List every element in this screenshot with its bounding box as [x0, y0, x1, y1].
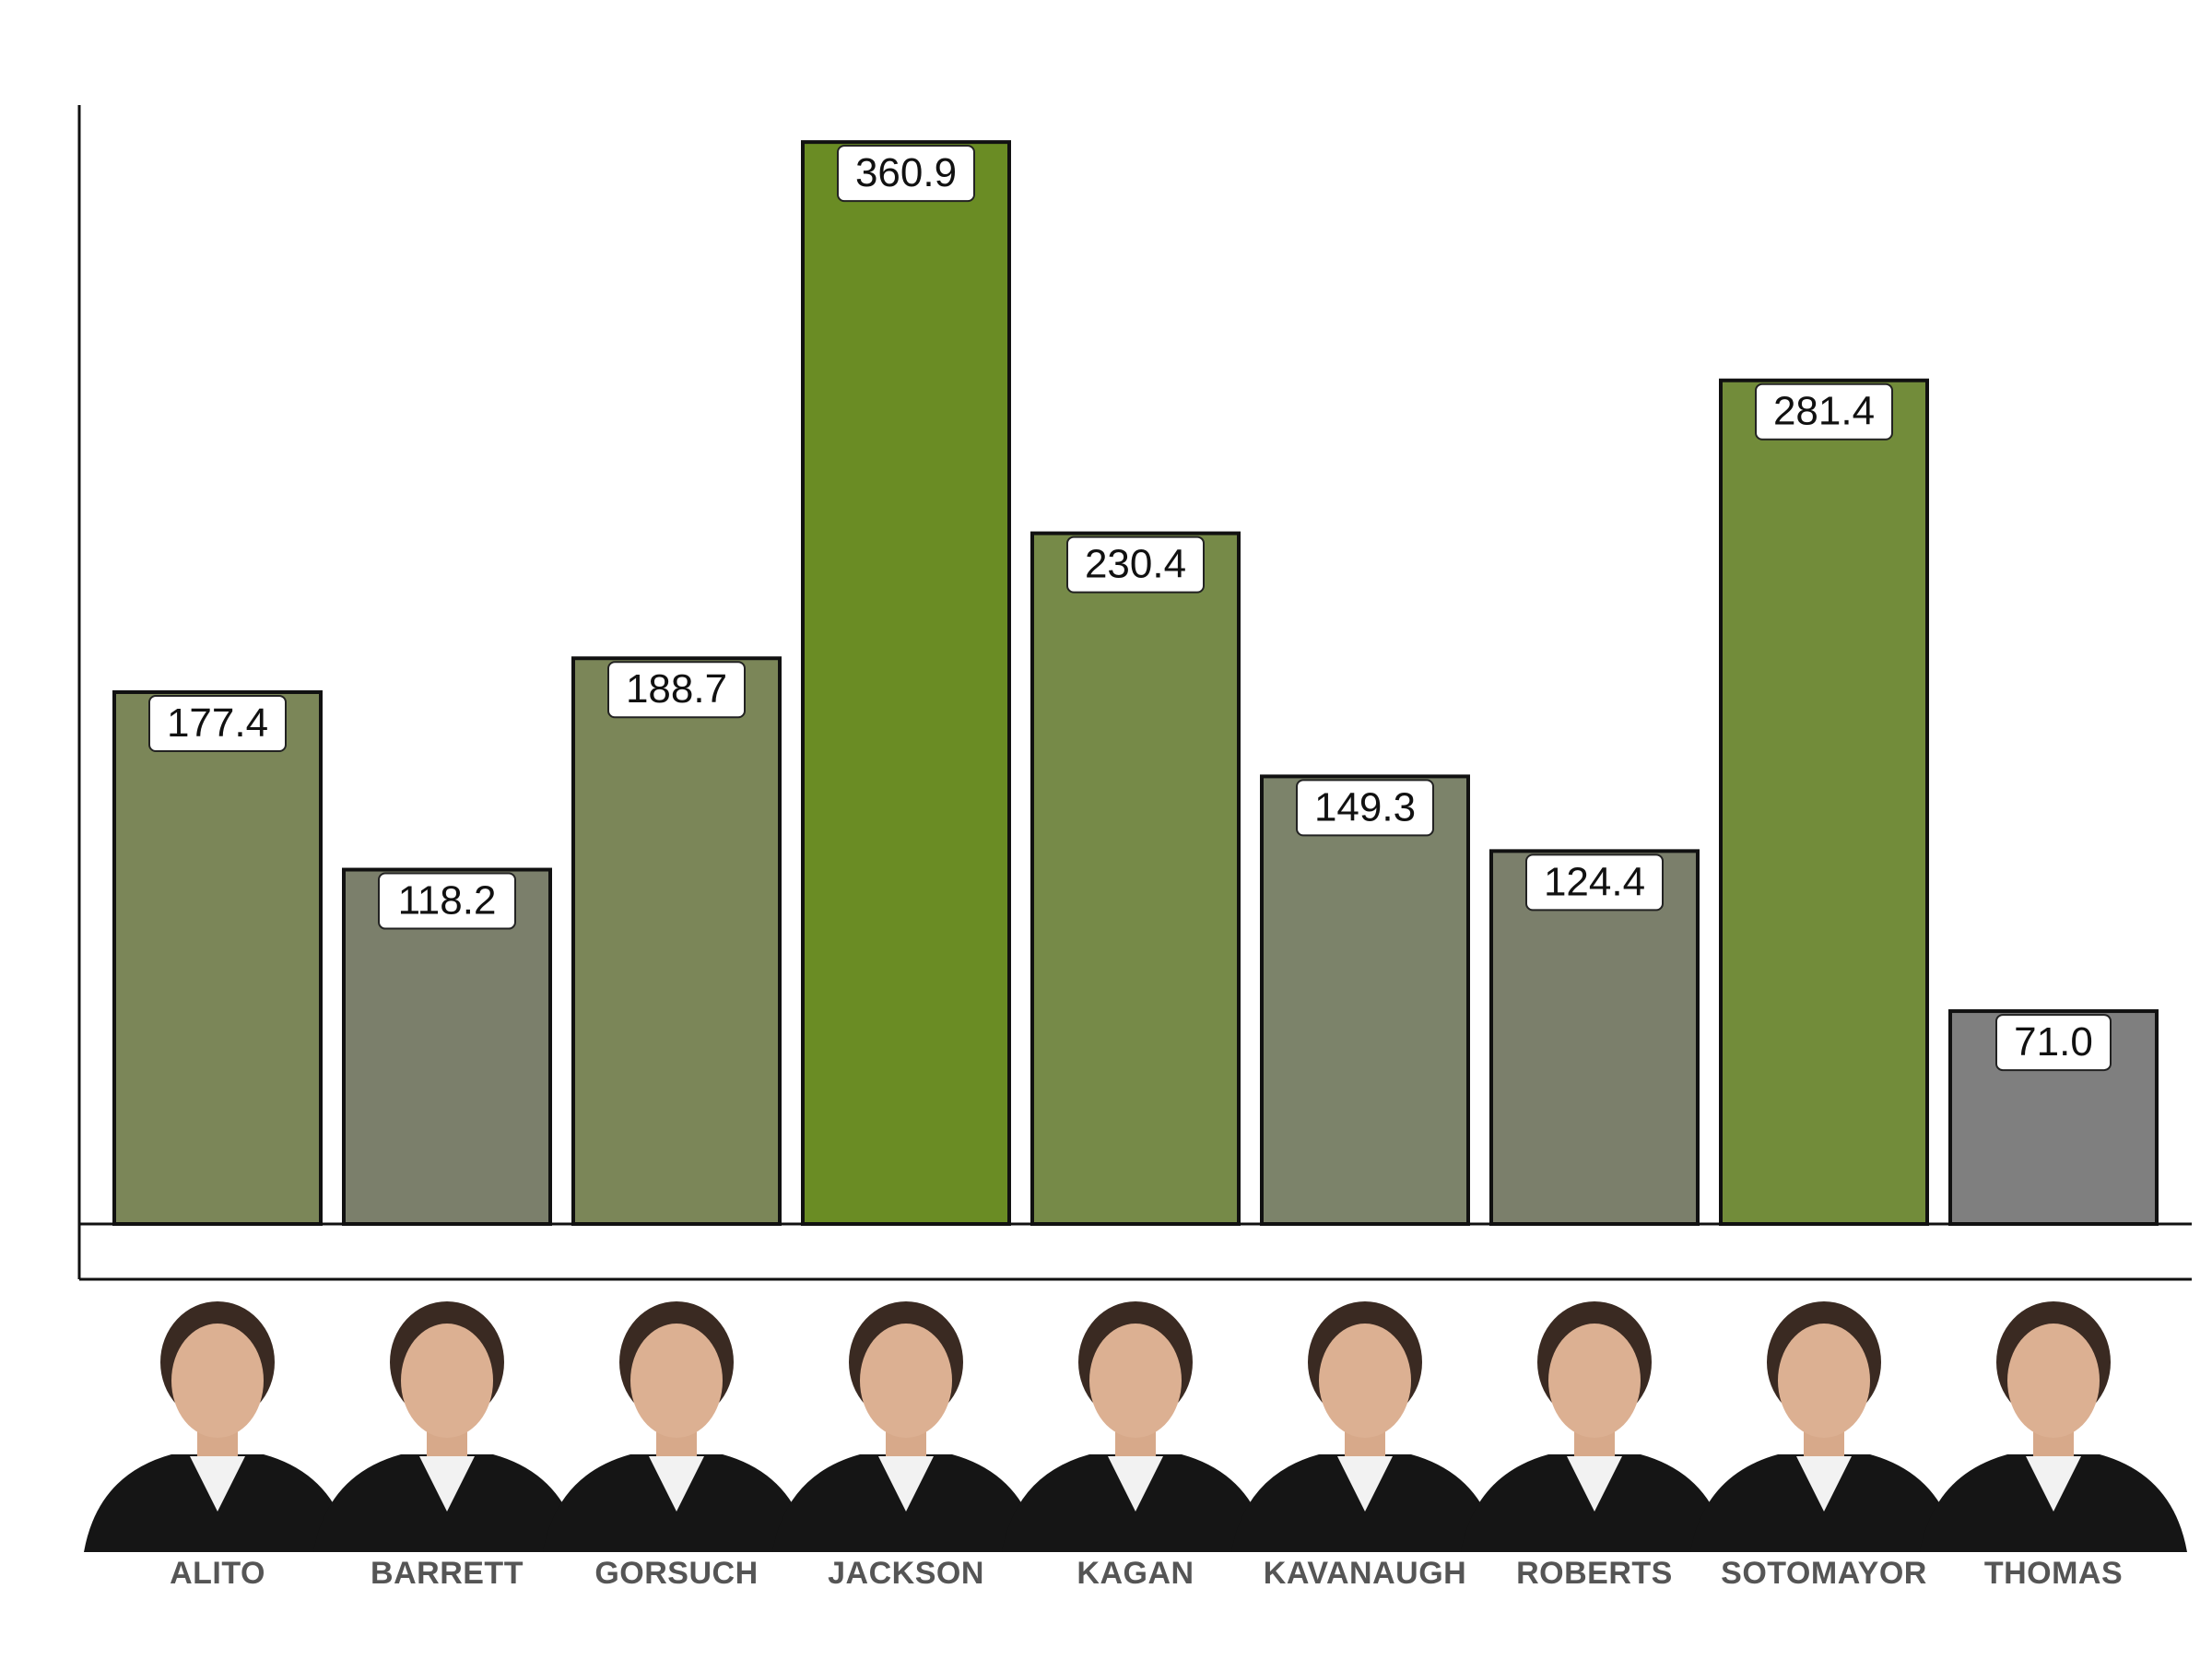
- value-labels-layer: 177.4 118.2 188.7 360.9 230.4 149.3 124.4 281.4…: [148, 145, 2112, 1072]
- bar-roberts: [1489, 849, 1700, 1226]
- bar-kavanaugh: [1260, 774, 1470, 1226]
- collar-kavanaugh: [1337, 1456, 1393, 1512]
- face-thomas: [2007, 1324, 2100, 1438]
- value-label-text-jackson: 360.9: [855, 150, 957, 195]
- value-label-jackson: 360.9: [837, 145, 975, 203]
- bar-alito: [112, 689, 323, 1226]
- face-jackson: [860, 1324, 952, 1438]
- portrait-barrett: [313, 1301, 581, 1552]
- collar-thomas: [2026, 1456, 2081, 1512]
- category-label-sotomayor: SOTOMAYOR: [1721, 1556, 1927, 1591]
- portrait-thomas: [1920, 1301, 2187, 1552]
- value-label-text-alito: 177.4: [167, 700, 268, 746]
- face-gorsuch: [630, 1324, 723, 1438]
- bar-gorsuch: [571, 656, 782, 1226]
- value-label-text-thomas: 71.0: [2014, 1019, 2093, 1065]
- value-label-box-roberts: [1525, 853, 1664, 912]
- value-label-text-roberts: 124.4: [1544, 859, 1645, 904]
- value-label-roberts: 124.4: [1525, 853, 1664, 912]
- face-sotomayor: [1778, 1324, 1870, 1438]
- value-label-box-kagan: [1066, 535, 1205, 594]
- portrait-jackson: [772, 1301, 1040, 1552]
- value-label-text-gorsuch: 188.7: [626, 666, 727, 712]
- collar-alito: [190, 1456, 245, 1512]
- category-label-gorsuch: GORSUCH: [594, 1556, 758, 1591]
- value-label-text-barrett: 118.2: [398, 878, 497, 924]
- value-label-text-sotomayor: 281.4: [1773, 389, 1875, 434]
- portrait-gorsuch: [543, 1301, 810, 1552]
- category-label-thomas: THOMAS: [1984, 1556, 2123, 1591]
- value-label-gorsuch: 188.7: [607, 661, 746, 719]
- category-label-alito: ALITO: [170, 1556, 265, 1591]
- value-label-barrett: 118.2: [378, 872, 516, 930]
- value-label-box-thomas: [1995, 1014, 2112, 1072]
- category-label-barrett: BARRETT: [371, 1556, 524, 1591]
- value-label-box-gorsuch: [607, 661, 746, 719]
- value-label-box-sotomayor: [1755, 382, 1893, 441]
- collar-sotomayor: [1796, 1456, 1852, 1512]
- value-label-box-jackson: [837, 145, 975, 203]
- portrait-kavanaugh: [1231, 1301, 1499, 1552]
- collar-gorsuch: [649, 1456, 704, 1512]
- portrait-sotomayor: [1690, 1301, 1958, 1552]
- face-barrett: [401, 1324, 493, 1438]
- category-label-jackson: JACKSON: [828, 1556, 984, 1591]
- value-label-kavanaugh: 149.3: [1296, 779, 1434, 837]
- collar-kagan: [1108, 1456, 1163, 1512]
- portrait-roberts: [1461, 1301, 1728, 1552]
- bars-layer: [112, 140, 2159, 1227]
- collar-jackson: [878, 1456, 934, 1512]
- value-label-text-kavanaugh: 149.3: [1314, 784, 1416, 830]
- face-alito: [171, 1324, 264, 1438]
- value-label-text-kagan: 230.4: [1085, 542, 1186, 587]
- category-labels-layer: ALITO BARRETT GORSUCH JACKSON KAGAN KAVANAUGH…: [170, 1556, 2123, 1591]
- face-kavanaugh: [1319, 1324, 1411, 1438]
- value-label-box-barrett: [378, 872, 516, 930]
- portrait-alito: [84, 1301, 351, 1552]
- bar-sotomayor: [1719, 378, 1929, 1226]
- value-label-kagan: 230.4: [1066, 535, 1205, 594]
- value-label-alito: 177.4: [148, 694, 287, 752]
- category-label-kavanaugh: KAVANAUGH: [1264, 1556, 1466, 1591]
- face-roberts: [1548, 1324, 1641, 1438]
- collar-roberts: [1567, 1456, 1622, 1512]
- portraits-layer: [84, 1301, 2187, 1552]
- value-label-thomas: 71.0: [1995, 1014, 2112, 1072]
- face-kagan: [1089, 1324, 1182, 1438]
- portrait-kagan: [1002, 1301, 1269, 1552]
- value-label-box-alito: [148, 694, 287, 752]
- bar-kagan: [1030, 531, 1241, 1226]
- collar-barrett: [419, 1456, 475, 1512]
- bar-jackson: [801, 140, 1011, 1227]
- category-label-kagan: KAGAN: [1077, 1556, 1194, 1591]
- value-label-sotomayor: 281.4: [1755, 382, 1893, 441]
- value-label-box-kavanaugh: [1296, 779, 1434, 837]
- category-label-roberts: ROBERTS: [1516, 1556, 1673, 1591]
